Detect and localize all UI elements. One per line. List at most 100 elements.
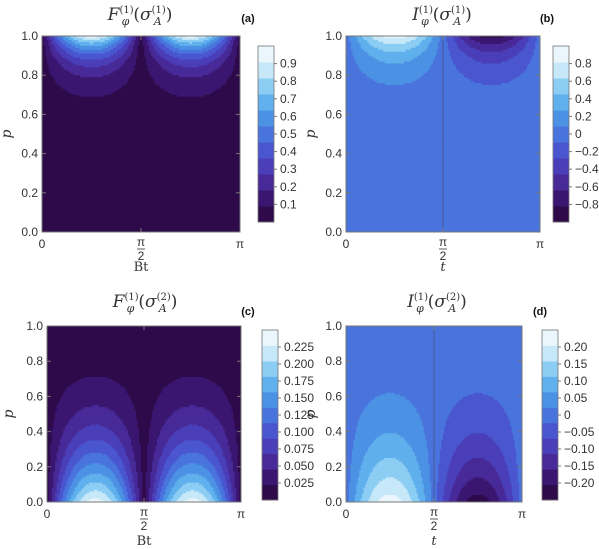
contour-band xyxy=(159,45,167,49)
y-tick-label: 0.2 xyxy=(26,460,43,474)
contour-band xyxy=(48,494,53,498)
contour-band xyxy=(346,470,351,473)
contour-band xyxy=(508,419,522,422)
contour-band xyxy=(50,456,58,459)
contour-band xyxy=(142,489,147,493)
contour-band xyxy=(156,468,164,471)
contour-band xyxy=(444,493,451,496)
contour-band xyxy=(504,408,522,412)
contour-band xyxy=(92,405,100,408)
contour-band xyxy=(114,463,124,466)
contour-band xyxy=(42,149,240,153)
contour-band xyxy=(239,496,241,500)
contour-band xyxy=(119,484,126,487)
contour-band xyxy=(47,387,67,390)
contour-band xyxy=(149,47,155,51)
contour-band xyxy=(104,51,117,55)
contour-band xyxy=(459,47,476,51)
contour-band xyxy=(42,161,240,164)
contour-band xyxy=(137,419,152,422)
contour-band xyxy=(42,114,240,117)
contour-band xyxy=(404,465,420,468)
contour-band xyxy=(108,63,124,66)
contour-band xyxy=(66,69,117,72)
contour-band xyxy=(142,487,147,491)
contour-band xyxy=(346,37,350,41)
contour-band xyxy=(47,486,50,489)
contour-band xyxy=(505,494,514,498)
contour-band xyxy=(48,41,53,45)
contour-band xyxy=(55,81,129,84)
contour-band xyxy=(225,59,236,63)
contour-band xyxy=(234,480,240,484)
contour-band xyxy=(447,472,460,475)
contour-band xyxy=(64,489,69,493)
contour-band xyxy=(158,459,168,463)
contour-band xyxy=(360,498,371,501)
contour-band xyxy=(174,482,187,485)
contour-band xyxy=(42,135,240,139)
contour-band xyxy=(42,155,240,159)
contour-band xyxy=(219,479,226,482)
contour-band xyxy=(56,487,61,491)
x-tick-label: 0 xyxy=(39,237,46,251)
contour-band xyxy=(213,414,234,417)
contour-band xyxy=(129,465,137,468)
contour-band xyxy=(198,65,221,68)
contour-band xyxy=(42,226,240,229)
contour-band xyxy=(139,491,143,494)
contour-band xyxy=(419,500,426,502)
contour-band xyxy=(122,422,139,426)
contour-band xyxy=(132,401,156,405)
contour-band xyxy=(350,480,359,484)
contour-band xyxy=(236,55,240,59)
contour-band xyxy=(228,491,232,494)
contour-band xyxy=(131,399,158,403)
contour-band xyxy=(56,408,82,412)
contour-band xyxy=(145,489,150,493)
contour-band xyxy=(420,470,431,473)
contour-band xyxy=(223,428,237,431)
contour-band xyxy=(182,37,200,41)
contour-band xyxy=(51,433,64,436)
contour-band xyxy=(47,463,51,466)
contour-band xyxy=(415,37,426,41)
contour-band xyxy=(152,470,158,473)
contour-band xyxy=(211,473,219,477)
contour-band xyxy=(47,426,55,429)
contour-band xyxy=(132,496,137,500)
colorbar-swatch xyxy=(553,46,569,63)
contour-band xyxy=(207,408,232,412)
contour-band xyxy=(96,36,107,39)
contour-band xyxy=(109,55,122,59)
contour-band xyxy=(231,406,241,410)
contour-band xyxy=(153,459,160,463)
contour-band xyxy=(179,477,207,480)
contour-band xyxy=(111,470,121,473)
contour-band xyxy=(407,470,422,473)
contour-band xyxy=(64,450,76,454)
contour-band xyxy=(148,433,161,436)
contour-band xyxy=(410,39,423,43)
contour-band xyxy=(42,39,45,43)
contour-band xyxy=(407,491,417,494)
contour-band xyxy=(346,71,363,74)
contour-band xyxy=(346,465,351,468)
contour-band xyxy=(42,53,46,57)
contour-band xyxy=(58,450,66,454)
contour-band xyxy=(219,385,241,389)
contour-band xyxy=(229,500,234,502)
contour-band xyxy=(131,443,142,447)
contour-band xyxy=(519,482,522,485)
contour-band xyxy=(137,472,143,475)
contour-band xyxy=(346,401,371,405)
contour-band xyxy=(202,47,213,51)
contour-band xyxy=(47,392,64,396)
contour-band xyxy=(66,51,79,55)
contour-band xyxy=(510,482,520,485)
contour-band xyxy=(200,440,218,443)
contour-band xyxy=(481,83,502,86)
contour-band xyxy=(363,49,384,53)
contour-band xyxy=(218,486,224,489)
contour-band xyxy=(224,433,237,436)
